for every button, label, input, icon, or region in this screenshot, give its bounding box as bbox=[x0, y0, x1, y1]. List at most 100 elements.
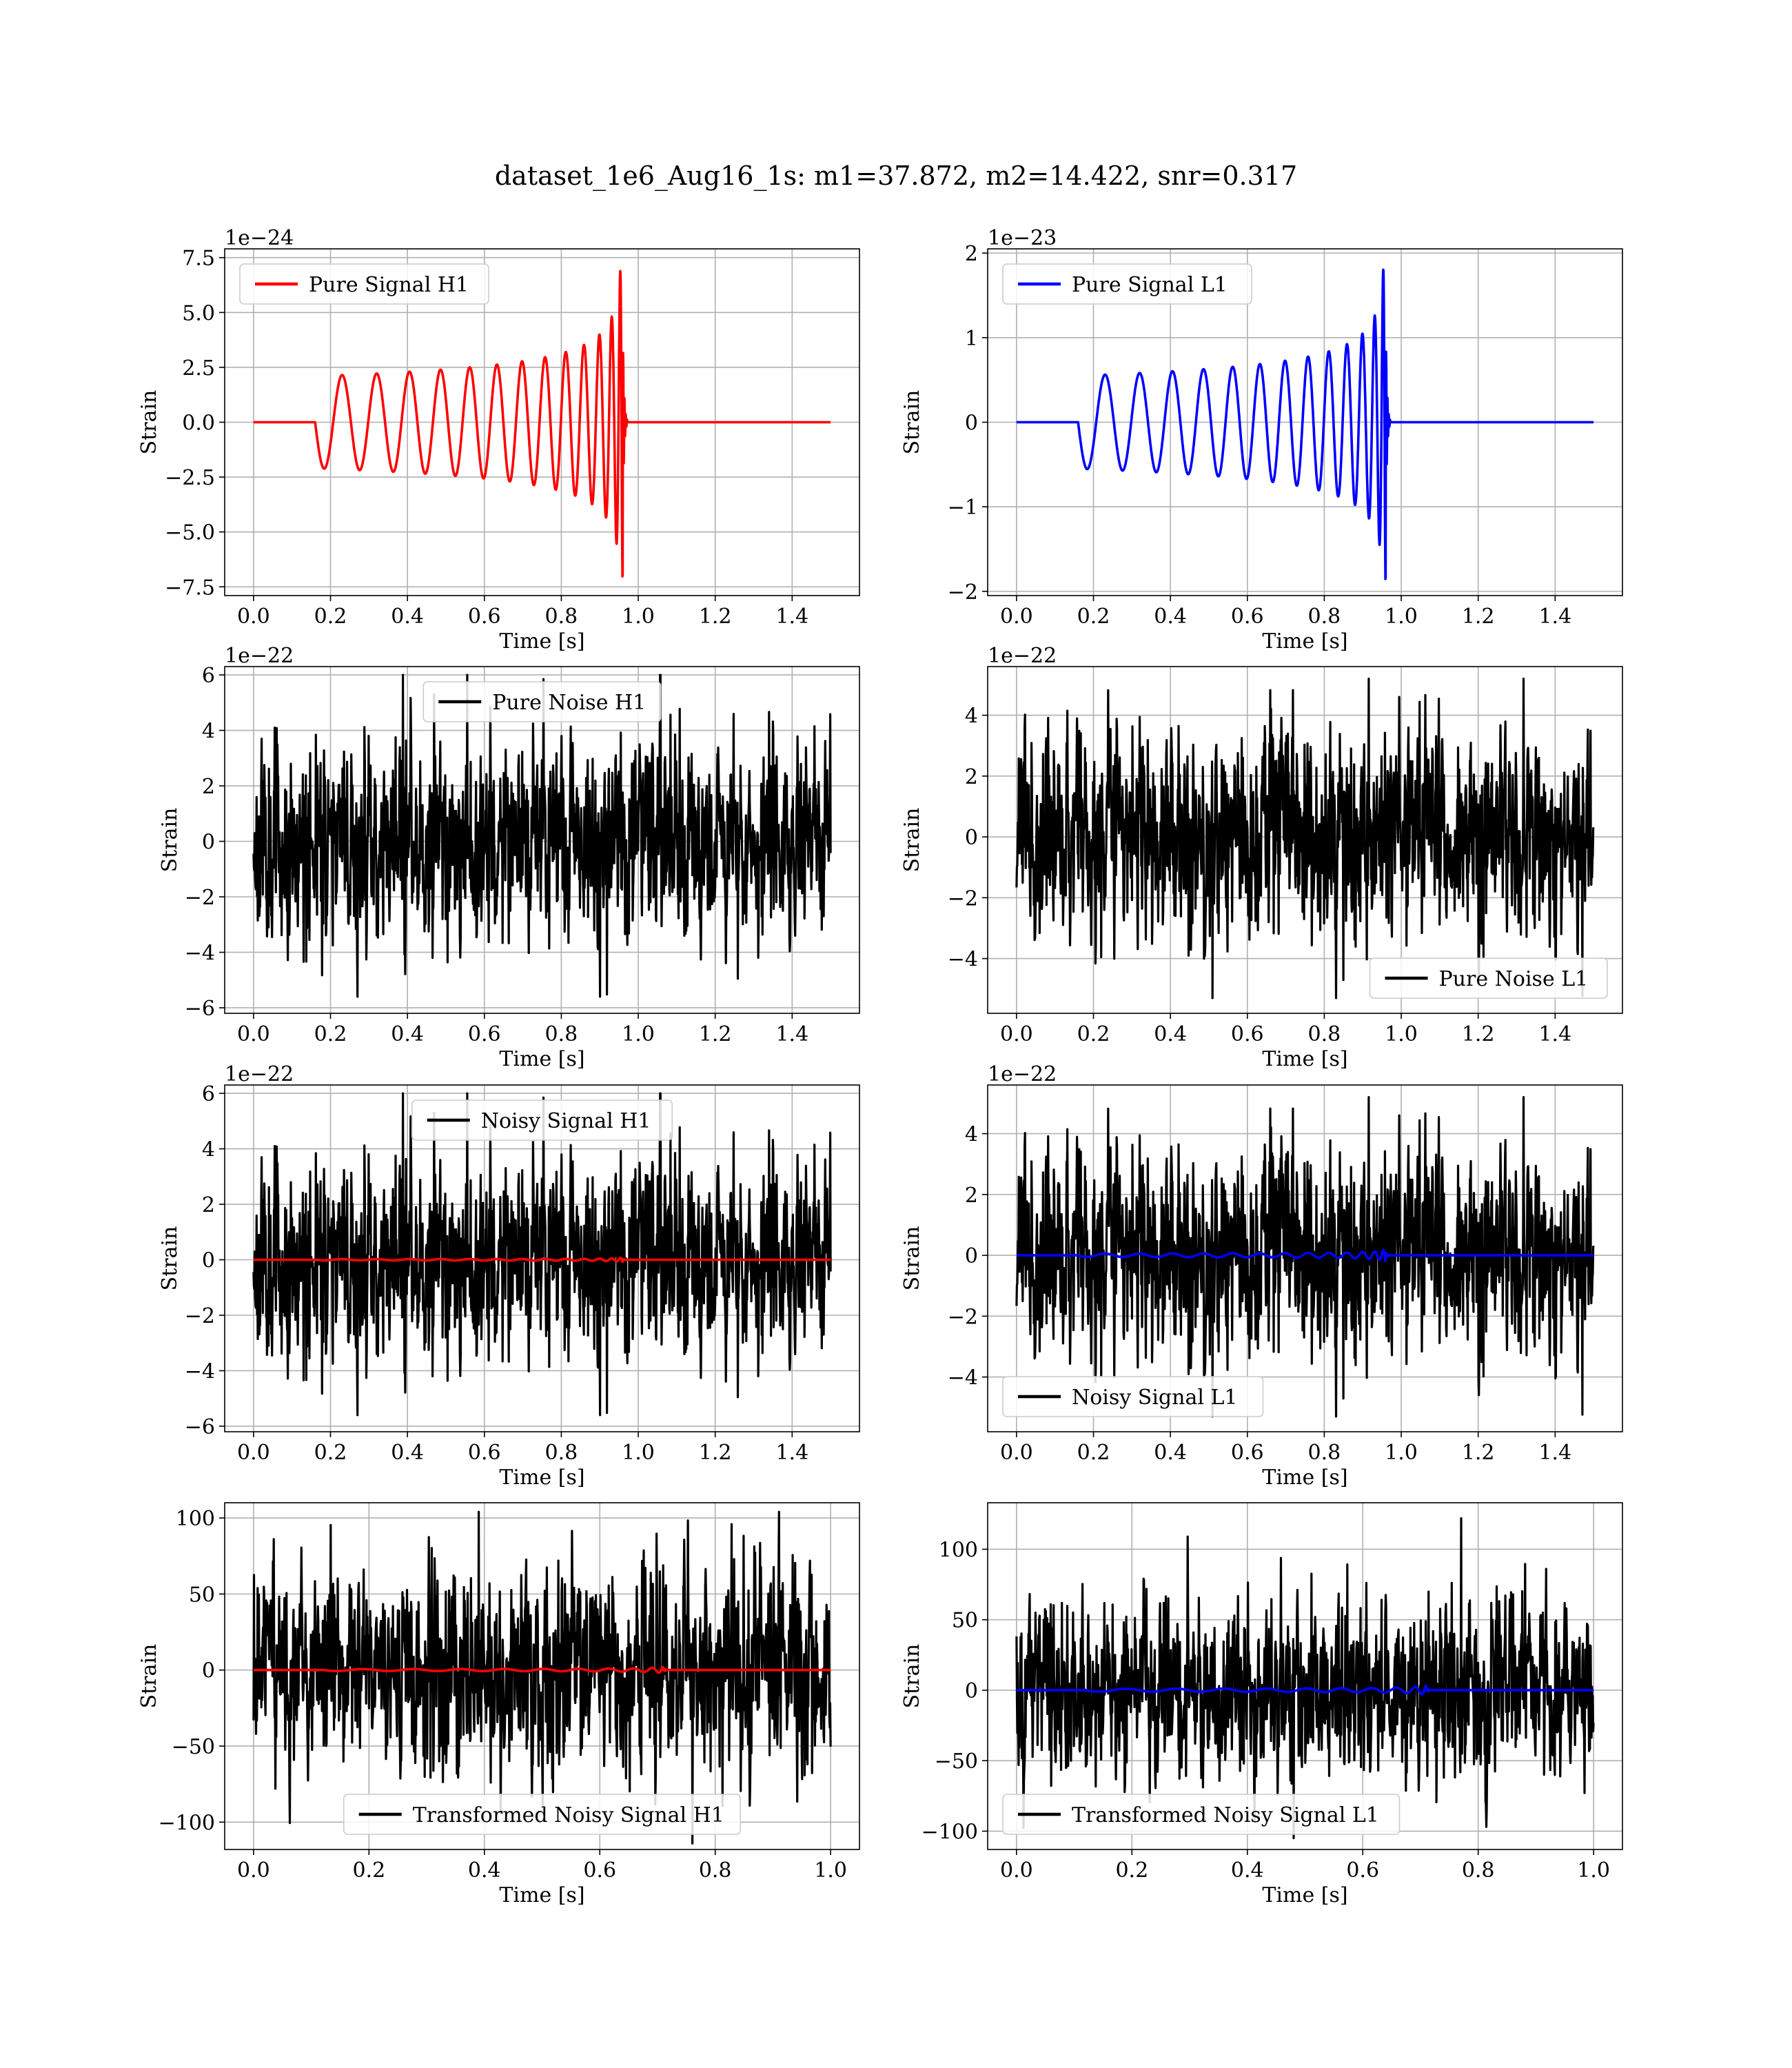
legend: Pure Noise L1 bbox=[1369, 957, 1608, 999]
x-tick-label: 0.8 bbox=[545, 1022, 578, 1046]
x-tick-label: 0.4 bbox=[391, 1441, 424, 1465]
legend-box bbox=[422, 681, 662, 722]
y-tick-label: −6 bbox=[185, 997, 215, 1021]
noisy-signal-l1-panel: 0.0 0.2 0.4 0.6 0.8 1.0 1.2 1.4 −4 −2 0 2 4 Time [s] S… bbox=[900, 1062, 1623, 1490]
axis-offset-label: 1e−22 bbox=[225, 644, 294, 668]
legend: Transformed Noisy Signal L1 bbox=[1002, 1794, 1401, 1835]
y-tick-label: 0 bbox=[202, 1659, 215, 1683]
x-tick-label: 0.2 bbox=[352, 1858, 385, 1883]
x-tick-label: 1.2 bbox=[1462, 1441, 1495, 1465]
legend-label: Pure Signal H1 bbox=[309, 273, 469, 297]
axes-frame bbox=[224, 1502, 860, 1850]
y-tick-label: 2 bbox=[202, 1193, 215, 1217]
y-tick-label: −6 bbox=[185, 1415, 215, 1439]
x-tick-label: 0.6 bbox=[1231, 1441, 1264, 1465]
x-tick-label: 0.6 bbox=[1231, 1022, 1264, 1046]
y-tick-label: 50 bbox=[189, 1583, 215, 1607]
x-tick-label: 0.8 bbox=[545, 605, 578, 629]
x-tick-label: 0.0 bbox=[237, 1441, 270, 1465]
legend: Transformed Noisy Signal H1 bbox=[343, 1794, 742, 1835]
series-line-0 bbox=[252, 1510, 832, 1845]
series-line-1 bbox=[252, 1665, 832, 1674]
y-tick-label: 100 bbox=[939, 1538, 978, 1562]
x-tick-label: 0.0 bbox=[237, 1022, 270, 1046]
x-tick-label: 0.2 bbox=[314, 1441, 347, 1465]
y-tick-label: 4 bbox=[965, 1123, 978, 1147]
series-line-0 bbox=[1015, 678, 1595, 1000]
y-tick-label: −7.5 bbox=[165, 576, 215, 600]
series-line-0 bbox=[1015, 1096, 1595, 1418]
y-axis-label: Strain bbox=[900, 1226, 924, 1291]
x-tick-label: 1.4 bbox=[775, 605, 808, 629]
pure-noise-h1-panel: 0.0 0.2 0.4 0.6 0.8 1.0 1.2 1.4 −6 −4 −2 0 2 4 6 Time [… bbox=[158, 644, 860, 1071]
y-tick-label: −2 bbox=[185, 886, 215, 910]
y-tick-label: 0 bbox=[965, 412, 978, 436]
axes-frame bbox=[987, 1084, 1623, 1432]
y-tick-label: 5.0 bbox=[182, 301, 215, 325]
transformed-noisy-signal-h1-panel: 0.0 0.2 0.4 0.6 0.8 1.0 −100 −50 0 50 100 Time [s] S… bbox=[137, 1502, 860, 1907]
series-group bbox=[1015, 1096, 1595, 1418]
legend-box bbox=[411, 1099, 673, 1141]
y-tick-label: −50 bbox=[935, 1750, 978, 1774]
series-line-1 bbox=[1015, 1684, 1595, 1696]
y-tick-label: 6 bbox=[202, 1082, 215, 1106]
y-tick-label: 0 bbox=[965, 826, 978, 850]
y-tick-label: −5.0 bbox=[165, 521, 215, 545]
legend: Noisy Signal H1 bbox=[411, 1099, 673, 1141]
legend-label: Pure Signal L1 bbox=[1072, 273, 1228, 297]
series-group bbox=[252, 673, 832, 998]
y-tick-label: −100 bbox=[159, 1811, 215, 1835]
x-tick-label: 0.8 bbox=[545, 1441, 578, 1465]
legend-box bbox=[239, 263, 489, 305]
x-tick-label: 0.4 bbox=[1154, 1022, 1187, 1046]
y-tick-label: 0 bbox=[202, 1249, 215, 1273]
y-tick-label: 0 bbox=[965, 1244, 978, 1268]
y-tick-label: 1 bbox=[965, 327, 978, 351]
x-tick-label: 0.8 bbox=[1308, 1022, 1341, 1046]
axis-offset-label: 1e−22 bbox=[988, 644, 1057, 668]
axes-frame bbox=[987, 1502, 1623, 1850]
x-tick-label: 0.6 bbox=[1346, 1858, 1379, 1883]
x-tick-label: 0.2 bbox=[1077, 605, 1110, 629]
x-tick-label: 0.6 bbox=[468, 1441, 501, 1465]
y-tick-label: −2 bbox=[948, 886, 978, 911]
x-tick-label: 1.4 bbox=[775, 1022, 808, 1046]
x-tick-label: 1.2 bbox=[699, 1441, 732, 1465]
series-group bbox=[1015, 268, 1595, 580]
x-tick-label: 0.0 bbox=[1000, 1022, 1033, 1046]
series-group bbox=[252, 1510, 832, 1845]
x-tick-label: 0.0 bbox=[1000, 1858, 1033, 1883]
y-tick-label: −4 bbox=[185, 1359, 215, 1383]
x-axis-label: Time [s] bbox=[1262, 629, 1347, 653]
axis-offset-label: 1e−23 bbox=[988, 226, 1057, 250]
x-tick-label: 1.0 bbox=[1385, 1022, 1418, 1046]
series-line-0 bbox=[1015, 1517, 1595, 1840]
y-tick-label: 2.5 bbox=[182, 356, 215, 381]
y-tick-label: 100 bbox=[176, 1507, 215, 1531]
axes-frame bbox=[987, 666, 1623, 1014]
x-tick-label: 1.0 bbox=[622, 605, 655, 629]
x-tick-label: 1.4 bbox=[1538, 605, 1571, 629]
legend: Noisy Signal L1 bbox=[1002, 1376, 1264, 1417]
x-tick-label: 0.0 bbox=[237, 1858, 270, 1883]
y-axis-label: Strain bbox=[158, 808, 182, 873]
legend: Pure Signal L1 bbox=[1002, 263, 1252, 305]
subplot-grid: 0.0 0.2 0.4 0.6 0.8 1.0 1.2 1.4 −7.5 −5.0 −2.5 0.0 2… bbox=[137, 226, 1623, 1907]
x-axis-label: Time [s] bbox=[499, 629, 584, 653]
y-tick-label: 2 bbox=[202, 775, 215, 799]
legend-box bbox=[343, 1794, 742, 1835]
x-tick-label: 0.6 bbox=[468, 1022, 501, 1046]
y-tick-label: 4 bbox=[202, 720, 215, 744]
y-axis-label: Strain bbox=[900, 1644, 924, 1709]
x-tick-label: 0.0 bbox=[1000, 1441, 1033, 1465]
x-axis-label: Time [s] bbox=[499, 1883, 584, 1907]
y-axis-label: Strain bbox=[158, 1226, 182, 1291]
x-tick-label: 0.4 bbox=[1154, 1441, 1187, 1465]
x-tick-label: 0.0 bbox=[1000, 605, 1033, 629]
legend-label: Transformed Noisy Signal H1 bbox=[413, 1803, 724, 1827]
x-tick-label: 0.8 bbox=[1462, 1858, 1495, 1883]
y-tick-label: −2.5 bbox=[165, 466, 215, 490]
series-line-0 bbox=[1015, 268, 1595, 580]
x-axis-label: Time [s] bbox=[1262, 1466, 1347, 1490]
series-line-1 bbox=[1015, 1248, 1595, 1263]
